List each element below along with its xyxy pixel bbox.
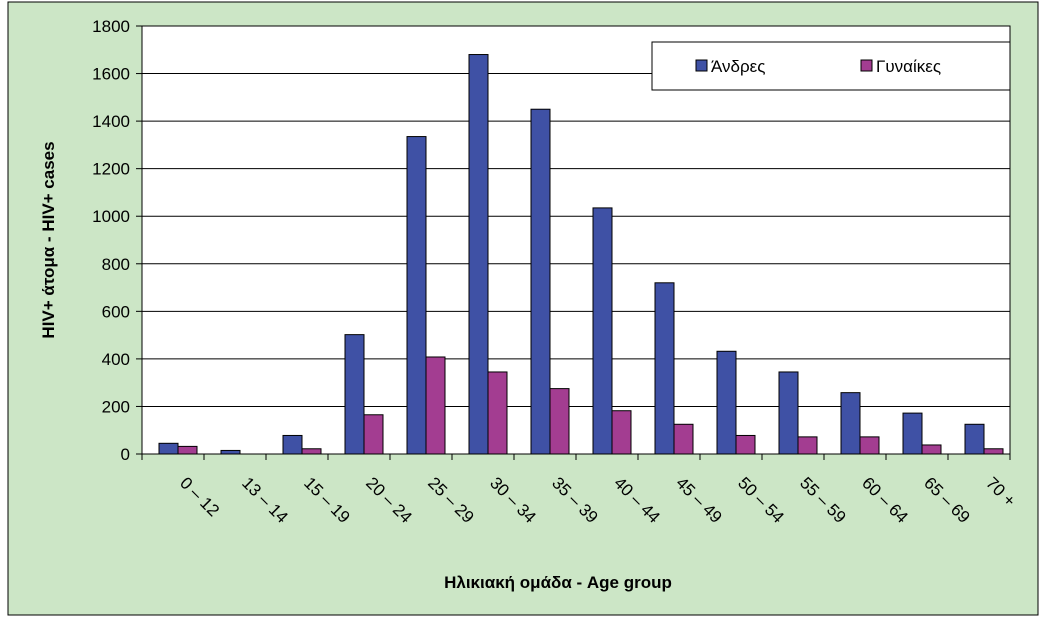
bar-women	[797, 436, 818, 455]
bar-women	[549, 388, 570, 455]
y-tick-label: 200	[102, 397, 130, 416]
bar-women	[425, 356, 446, 455]
bar-men	[282, 434, 303, 455]
bar-men	[406, 136, 427, 455]
bar-men	[220, 449, 241, 455]
y-tick-label: 1800	[92, 17, 130, 36]
bar-men	[530, 108, 551, 455]
bar-women	[301, 448, 322, 455]
y-tick-label: 800	[102, 255, 130, 274]
bar-men	[344, 334, 365, 455]
bar-men	[964, 423, 985, 455]
legend-box	[651, 41, 1011, 91]
bar-men	[468, 54, 489, 455]
bar-men	[840, 392, 861, 455]
x-axis-title: Ηλικιακή ομάδα - Age group	[444, 573, 672, 592]
plot-area	[141, 25, 1011, 455]
legend-swatch-women	[860, 59, 873, 72]
legend-label-women: Γυναίκες	[876, 57, 941, 76]
bar-women	[363, 414, 384, 455]
bar-women	[983, 448, 1004, 455]
y-tick-label: 1200	[92, 160, 130, 179]
y-tick-label: 600	[102, 302, 130, 321]
bar-women	[487, 371, 508, 455]
axes	[136, 25, 1011, 460]
bar-men	[158, 442, 179, 455]
y-tick-label: 0	[121, 445, 130, 464]
bar-women	[859, 436, 880, 455]
legend-label-men: Άνδρες	[711, 57, 765, 76]
y-axis-title: HIV+ άτομα - HIV+ cases	[39, 141, 58, 338]
y-tick-label: 1000	[92, 207, 130, 226]
y-tick-label: 1600	[92, 65, 130, 84]
y-tick-labels: 0 200 400 600 800 1000 1200 1400 1600 1800	[92, 17, 130, 464]
bar-men	[778, 371, 799, 455]
y-tick-label: 1400	[92, 112, 130, 131]
bar-men	[716, 350, 737, 455]
bar-women	[611, 410, 632, 455]
bar-women	[921, 444, 942, 455]
bar-women	[735, 434, 756, 455]
bar-men	[902, 412, 923, 455]
legend-swatch-men	[695, 59, 708, 72]
bar-men	[654, 282, 675, 455]
y-tick-label: 400	[102, 350, 130, 369]
legend: Άνδρες Γυναίκες	[651, 41, 1011, 91]
bar-men	[592, 207, 613, 455]
bar-women	[673, 423, 694, 455]
bar-women	[177, 445, 198, 455]
